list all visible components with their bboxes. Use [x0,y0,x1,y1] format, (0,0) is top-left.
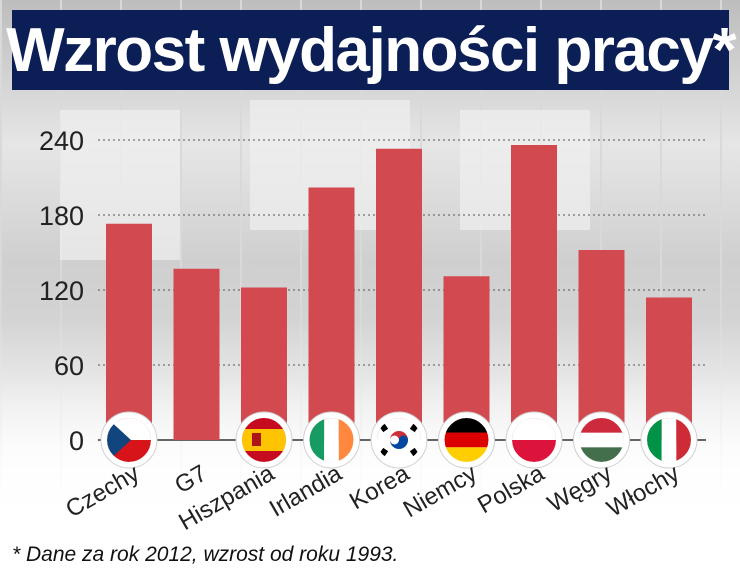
y-tick-label: 0 [69,426,84,456]
title-banner: Wzrost wydajności pracy* [6,10,736,90]
y-tick-label: 60 [54,351,84,381]
bar-g7 [173,268,220,440]
y-tick-label: 240 [39,126,84,156]
x-tick-label: G7 [170,460,211,499]
bar-węgry [578,250,625,440]
bar-czechy [106,223,152,440]
ie-flag-icon [303,411,360,469]
x-tick-label: Niemcy [399,460,482,523]
de-flag-icon [438,411,495,469]
bar-korea [376,148,422,440]
hu-flag-icon [573,411,630,469]
y-tick-label: 120 [39,276,84,306]
x-tick-label: Węgry [543,460,617,518]
bar-irlandia [308,187,355,440]
cz-flag-icon [100,411,158,469]
y-tick-label: 180 [39,201,84,231]
x-tick-label: Włochy [602,460,684,523]
footnote: * Dane za rok 2012, wzrost od roku 1993. [12,543,399,566]
es-flag-icon [235,411,293,469]
chart-title: Wzrost wydajności pracy* [6,15,736,85]
x-tick-label: Polska [473,459,549,519]
bar-polska [511,145,557,440]
kr-flag-icon [370,411,428,469]
x-tick-label: Czechy [61,460,144,523]
pl-flag-icon [505,411,563,469]
it-flag-icon [640,411,698,469]
x-tick-label: Irlandia [265,459,347,522]
